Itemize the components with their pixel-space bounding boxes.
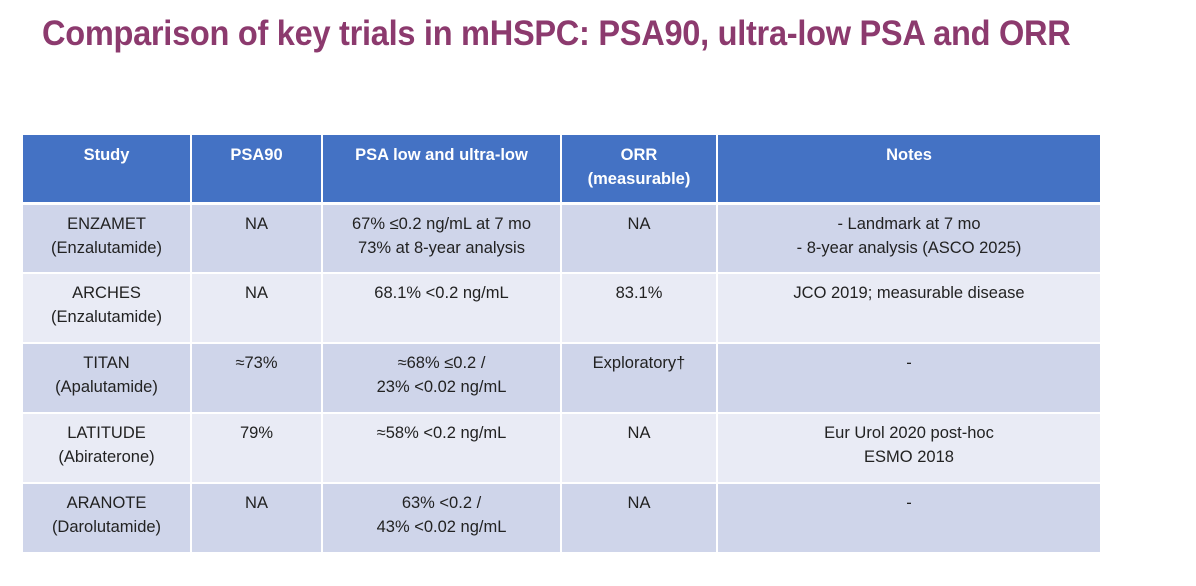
cell-notes: - bbox=[717, 343, 1100, 414]
cell-psa90: NA bbox=[191, 273, 323, 344]
cell-study: LATITUDE (Abiraterone) bbox=[23, 413, 192, 484]
cell-orr: 83.1% bbox=[561, 273, 718, 344]
cell-orr: NA bbox=[561, 483, 718, 554]
cell-notes: JCO 2019; measurable disease bbox=[717, 273, 1100, 344]
study-name: ARANOTE bbox=[66, 494, 147, 512]
header-notes-label: Notes bbox=[886, 146, 932, 164]
orr-value: 83.1% bbox=[615, 284, 663, 302]
cell-orr: NA bbox=[561, 413, 718, 484]
psa90-value: NA bbox=[245, 494, 268, 512]
header-orr: ORR (measurable) bbox=[561, 135, 718, 205]
cell-psa90: NA bbox=[191, 483, 323, 554]
study-name: TITAN bbox=[83, 354, 130, 372]
cell-psa90: ≈73% bbox=[191, 343, 323, 414]
cell-notes: - Landmark at 7 mo - 8-year analysis (AS… bbox=[717, 203, 1100, 274]
notes-line: ESMO 2018 bbox=[864, 448, 954, 466]
header-row: Study PSA90 PSA low and ultra-low ORR (m… bbox=[23, 135, 1100, 205]
psa-low-line: 23% <0.02 ng/mL bbox=[376, 378, 507, 396]
header-orr-sublabel: (measurable) bbox=[587, 170, 691, 188]
orr-value: NA bbox=[627, 214, 651, 233]
cell-psa-low: ≈68% ≤0.2 / 23% <0.02 ng/mL bbox=[322, 343, 562, 414]
header-psa-low: PSA low and ultra-low bbox=[322, 135, 562, 205]
cell-psa-low: 67% ≤0.2 ng/mL at 7 mo 73% at 8-year ana… bbox=[322, 203, 562, 274]
cell-notes: Eur Urol 2020 post-hoc ESMO 2018 bbox=[717, 413, 1100, 484]
study-drug: (Enzalutamide) bbox=[51, 308, 162, 326]
psa-low-line: ≈58% <0.2 ng/mL bbox=[376, 424, 507, 442]
psa90-value: NA bbox=[245, 284, 268, 302]
cell-orr: Exploratory† bbox=[561, 343, 718, 414]
cell-psa90: NA bbox=[191, 203, 323, 274]
header-psa90-label: PSA90 bbox=[230, 146, 283, 164]
study-drug: (Darolutamide) bbox=[51, 518, 162, 536]
study-drug: (Abiraterone) bbox=[58, 448, 155, 466]
table-row: ARCHES (Enzalutamide) NA 68.1% <0.2 ng/m… bbox=[23, 273, 1100, 344]
psa-low-line: 43% <0.02 ng/mL bbox=[376, 518, 507, 536]
psa90-value: NA bbox=[245, 214, 268, 233]
psa-low-line: 73% at 8-year analysis bbox=[358, 238, 525, 257]
table-body: ENZAMET (Enzalutamide) NA 67% ≤0.2 ng/mL… bbox=[23, 203, 1100, 554]
psa90-value: ≈73% bbox=[235, 354, 278, 372]
study-drug: (Enzalutamide) bbox=[51, 238, 162, 257]
psa-low-line: 63% <0.2 / bbox=[401, 494, 482, 512]
table-row: ARANOTE (Darolutamide) NA 63% <0.2 / 43%… bbox=[23, 483, 1100, 554]
cell-psa90: 79% bbox=[191, 413, 323, 484]
notes-line: Eur Urol 2020 post-hoc bbox=[824, 424, 994, 442]
header-psa-low-label: PSA low and ultra-low bbox=[355, 146, 528, 164]
header-study-label: Study bbox=[83, 146, 130, 164]
cell-study: ARANOTE (Darolutamide) bbox=[23, 483, 192, 554]
orr-value: NA bbox=[627, 494, 651, 512]
cell-study: ENZAMET (Enzalutamide) bbox=[23, 203, 192, 274]
psa-low-line: 67% ≤0.2 ng/mL at 7 mo bbox=[351, 214, 532, 233]
psa-low-line: ≈68% ≤0.2 / bbox=[397, 354, 486, 372]
table-row: LATITUDE (Abiraterone) 79% ≈58% <0.2 ng/… bbox=[23, 413, 1100, 484]
cell-psa-low: 68.1% <0.2 ng/mL bbox=[322, 273, 562, 344]
table-row: ENZAMET (Enzalutamide) NA 67% ≤0.2 ng/mL… bbox=[23, 203, 1100, 274]
psa-low-line: 68.1% <0.2 ng/mL bbox=[374, 284, 509, 302]
study-name: LATITUDE bbox=[67, 424, 146, 442]
header-notes: Notes bbox=[717, 135, 1100, 205]
cell-study: ARCHES (Enzalutamide) bbox=[23, 273, 192, 344]
notes-line: - 8-year analysis (ASCO 2025) bbox=[796, 238, 1022, 257]
psa90-value: 79% bbox=[239, 424, 274, 442]
header-study: Study bbox=[23, 135, 192, 205]
cell-notes: - bbox=[717, 483, 1100, 554]
notes-line: JCO 2019; measurable disease bbox=[793, 284, 1025, 302]
notes-line: - Landmark at 7 mo bbox=[837, 214, 981, 233]
notes-line: - bbox=[906, 494, 912, 512]
table-header: Study PSA90 PSA low and ultra-low ORR (m… bbox=[23, 135, 1100, 205]
study-name: ARCHES bbox=[72, 284, 141, 302]
orr-value: NA bbox=[627, 424, 651, 442]
cell-psa-low: 63% <0.2 / 43% <0.02 ng/mL bbox=[322, 483, 562, 554]
cell-study: TITAN (Apalutamide) bbox=[23, 343, 192, 414]
orr-value: Exploratory† bbox=[592, 354, 686, 372]
study-name: ENZAMET bbox=[67, 214, 146, 233]
cell-psa-low: ≈58% <0.2 ng/mL bbox=[322, 413, 562, 484]
trial-comparison-table: Study PSA90 PSA low and ultra-low ORR (m… bbox=[23, 135, 1100, 554]
header-orr-label: ORR bbox=[620, 146, 658, 164]
header-psa90: PSA90 bbox=[191, 135, 323, 205]
slide-title: Comparison of key trials in mHSPC: PSA90… bbox=[42, 14, 1071, 53]
notes-line: - bbox=[906, 354, 912, 372]
cell-orr: NA bbox=[561, 203, 718, 274]
table-row: TITAN (Apalutamide) ≈73% ≈68% ≤0.2 / 23%… bbox=[23, 343, 1100, 414]
study-drug: (Apalutamide) bbox=[55, 378, 158, 396]
